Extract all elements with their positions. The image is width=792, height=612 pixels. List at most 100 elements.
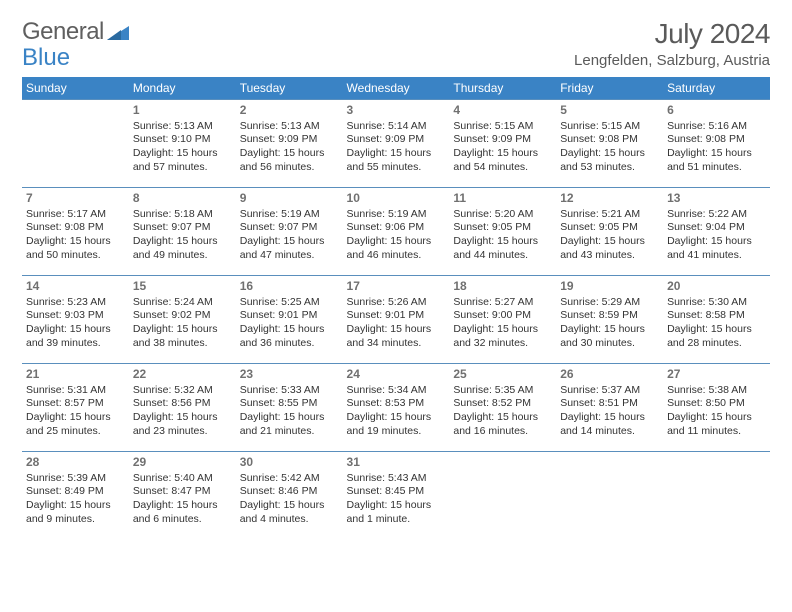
calendar-day-cell: [449, 452, 556, 540]
calendar-day-cell: 7Sunrise: 5:17 AM Sunset: 9:08 PM Daylig…: [22, 188, 129, 276]
calendar-day-cell: 8Sunrise: 5:18 AM Sunset: 9:07 PM Daylig…: [129, 188, 236, 276]
month-year-title: July 2024: [574, 18, 770, 50]
day-details: Sunrise: 5:13 AM Sunset: 9:09 PM Dayligh…: [240, 120, 339, 175]
page-header: General July 2024 Lengfelden, Salzburg, …: [22, 18, 770, 69]
calendar-day-cell: 28Sunrise: 5:39 AM Sunset: 8:49 PM Dayli…: [22, 452, 129, 540]
calendar-day-cell: 1Sunrise: 5:13 AM Sunset: 9:10 PM Daylig…: [129, 100, 236, 188]
dow-tuesday: Tuesday: [236, 77, 343, 100]
dow-sunday: Sunday: [22, 77, 129, 100]
logo-triangle-icon: [107, 24, 129, 40]
calendar-day-cell: 4Sunrise: 5:15 AM Sunset: 9:09 PM Daylig…: [449, 100, 556, 188]
day-details: Sunrise: 5:21 AM Sunset: 9:05 PM Dayligh…: [560, 208, 659, 263]
day-number: 6: [667, 103, 766, 119]
calendar-day-cell: 9Sunrise: 5:19 AM Sunset: 9:07 PM Daylig…: [236, 188, 343, 276]
day-number: 23: [240, 367, 339, 383]
calendar-day-cell: 3Sunrise: 5:14 AM Sunset: 9:09 PM Daylig…: [343, 100, 450, 188]
calendar-day-cell: 14Sunrise: 5:23 AM Sunset: 9:03 PM Dayli…: [22, 276, 129, 364]
day-number: 29: [133, 455, 232, 471]
day-number: 18: [453, 279, 552, 295]
day-details: Sunrise: 5:33 AM Sunset: 8:55 PM Dayligh…: [240, 384, 339, 439]
day-number: 31: [347, 455, 446, 471]
calendar-day-cell: 15Sunrise: 5:24 AM Sunset: 9:02 PM Dayli…: [129, 276, 236, 364]
day-details: Sunrise: 5:13 AM Sunset: 9:10 PM Dayligh…: [133, 120, 232, 175]
calendar-day-cell: 25Sunrise: 5:35 AM Sunset: 8:52 PM Dayli…: [449, 364, 556, 452]
day-details: Sunrise: 5:31 AM Sunset: 8:57 PM Dayligh…: [26, 384, 125, 439]
day-number: 27: [667, 367, 766, 383]
day-details: Sunrise: 5:32 AM Sunset: 8:56 PM Dayligh…: [133, 384, 232, 439]
day-number: 20: [667, 279, 766, 295]
day-number: 2: [240, 103, 339, 119]
day-details: Sunrise: 5:24 AM Sunset: 9:02 PM Dayligh…: [133, 296, 232, 351]
day-details: Sunrise: 5:30 AM Sunset: 8:58 PM Dayligh…: [667, 296, 766, 351]
day-details: Sunrise: 5:34 AM Sunset: 8:53 PM Dayligh…: [347, 384, 446, 439]
day-details: Sunrise: 5:19 AM Sunset: 9:07 PM Dayligh…: [240, 208, 339, 263]
calendar-day-cell: 30Sunrise: 5:42 AM Sunset: 8:46 PM Dayli…: [236, 452, 343, 540]
day-number: 24: [347, 367, 446, 383]
dow-monday: Monday: [129, 77, 236, 100]
day-details: Sunrise: 5:14 AM Sunset: 9:09 PM Dayligh…: [347, 120, 446, 175]
day-number: 12: [560, 191, 659, 207]
calendar-day-cell: 22Sunrise: 5:32 AM Sunset: 8:56 PM Dayli…: [129, 364, 236, 452]
day-number: 9: [240, 191, 339, 207]
day-number: 26: [560, 367, 659, 383]
calendar-day-cell: 18Sunrise: 5:27 AM Sunset: 9:00 PM Dayli…: [449, 276, 556, 364]
day-details: Sunrise: 5:27 AM Sunset: 9:00 PM Dayligh…: [453, 296, 552, 351]
day-number: 17: [347, 279, 446, 295]
calendar-day-cell: 6Sunrise: 5:16 AM Sunset: 9:08 PM Daylig…: [663, 100, 770, 188]
calendar-day-cell: 17Sunrise: 5:26 AM Sunset: 9:01 PM Dayli…: [343, 276, 450, 364]
dow-friday: Friday: [556, 77, 663, 100]
calendar-day-cell: 12Sunrise: 5:21 AM Sunset: 9:05 PM Dayli…: [556, 188, 663, 276]
day-details: Sunrise: 5:40 AM Sunset: 8:47 PM Dayligh…: [133, 472, 232, 527]
day-number: 11: [453, 191, 552, 207]
calendar-week-row: 21Sunrise: 5:31 AM Sunset: 8:57 PM Dayli…: [22, 364, 770, 452]
day-number: 10: [347, 191, 446, 207]
calendar-day-cell: 21Sunrise: 5:31 AM Sunset: 8:57 PM Dayli…: [22, 364, 129, 452]
day-number: 21: [26, 367, 125, 383]
day-details: Sunrise: 5:16 AM Sunset: 9:08 PM Dayligh…: [667, 120, 766, 175]
day-number: 25: [453, 367, 552, 383]
day-number: 15: [133, 279, 232, 295]
calendar-day-cell: 13Sunrise: 5:22 AM Sunset: 9:04 PM Dayli…: [663, 188, 770, 276]
day-details: Sunrise: 5:18 AM Sunset: 9:07 PM Dayligh…: [133, 208, 232, 263]
day-details: Sunrise: 5:20 AM Sunset: 9:05 PM Dayligh…: [453, 208, 552, 263]
day-details: Sunrise: 5:25 AM Sunset: 9:01 PM Dayligh…: [240, 296, 339, 351]
logo-text-b: Blue: [22, 44, 70, 72]
day-details: Sunrise: 5:15 AM Sunset: 9:09 PM Dayligh…: [453, 120, 552, 175]
calendar-day-cell: 26Sunrise: 5:37 AM Sunset: 8:51 PM Dayli…: [556, 364, 663, 452]
dow-header-row: Sunday Monday Tuesday Wednesday Thursday…: [22, 77, 770, 100]
dow-thursday: Thursday: [449, 77, 556, 100]
day-number: 8: [133, 191, 232, 207]
calendar-week-row: 1Sunrise: 5:13 AM Sunset: 9:10 PM Daylig…: [22, 100, 770, 188]
day-number: 28: [26, 455, 125, 471]
dow-wednesday: Wednesday: [343, 77, 450, 100]
calendar-day-cell: 2Sunrise: 5:13 AM Sunset: 9:09 PM Daylig…: [236, 100, 343, 188]
day-details: Sunrise: 5:26 AM Sunset: 9:01 PM Dayligh…: [347, 296, 446, 351]
day-details: Sunrise: 5:23 AM Sunset: 9:03 PM Dayligh…: [26, 296, 125, 351]
dow-saturday: Saturday: [663, 77, 770, 100]
day-number: 14: [26, 279, 125, 295]
day-number: 22: [133, 367, 232, 383]
calendar-day-cell: [556, 452, 663, 540]
calendar-day-cell: 10Sunrise: 5:19 AM Sunset: 9:06 PM Dayli…: [343, 188, 450, 276]
day-number: 5: [560, 103, 659, 119]
day-number: 3: [347, 103, 446, 119]
day-details: Sunrise: 5:42 AM Sunset: 8:46 PM Dayligh…: [240, 472, 339, 527]
day-number: 4: [453, 103, 552, 119]
calendar-day-cell: 19Sunrise: 5:29 AM Sunset: 8:59 PM Dayli…: [556, 276, 663, 364]
calendar-day-cell: 23Sunrise: 5:33 AM Sunset: 8:55 PM Dayli…: [236, 364, 343, 452]
location-subtitle: Lengfelden, Salzburg, Austria: [574, 52, 770, 69]
calendar-week-row: 7Sunrise: 5:17 AM Sunset: 9:08 PM Daylig…: [22, 188, 770, 276]
day-details: Sunrise: 5:19 AM Sunset: 9:06 PM Dayligh…: [347, 208, 446, 263]
calendar-table: Sunday Monday Tuesday Wednesday Thursday…: [22, 77, 770, 540]
day-details: Sunrise: 5:38 AM Sunset: 8:50 PM Dayligh…: [667, 384, 766, 439]
calendar-day-cell: 31Sunrise: 5:43 AM Sunset: 8:45 PM Dayli…: [343, 452, 450, 540]
calendar-week-row: 28Sunrise: 5:39 AM Sunset: 8:49 PM Dayli…: [22, 452, 770, 540]
day-number: 16: [240, 279, 339, 295]
day-details: Sunrise: 5:35 AM Sunset: 8:52 PM Dayligh…: [453, 384, 552, 439]
day-details: Sunrise: 5:17 AM Sunset: 9:08 PM Dayligh…: [26, 208, 125, 263]
day-details: Sunrise: 5:29 AM Sunset: 8:59 PM Dayligh…: [560, 296, 659, 351]
calendar-day-cell: 27Sunrise: 5:38 AM Sunset: 8:50 PM Dayli…: [663, 364, 770, 452]
calendar-day-cell: [663, 452, 770, 540]
calendar-day-cell: 5Sunrise: 5:15 AM Sunset: 9:08 PM Daylig…: [556, 100, 663, 188]
calendar-day-cell: 16Sunrise: 5:25 AM Sunset: 9:01 PM Dayli…: [236, 276, 343, 364]
